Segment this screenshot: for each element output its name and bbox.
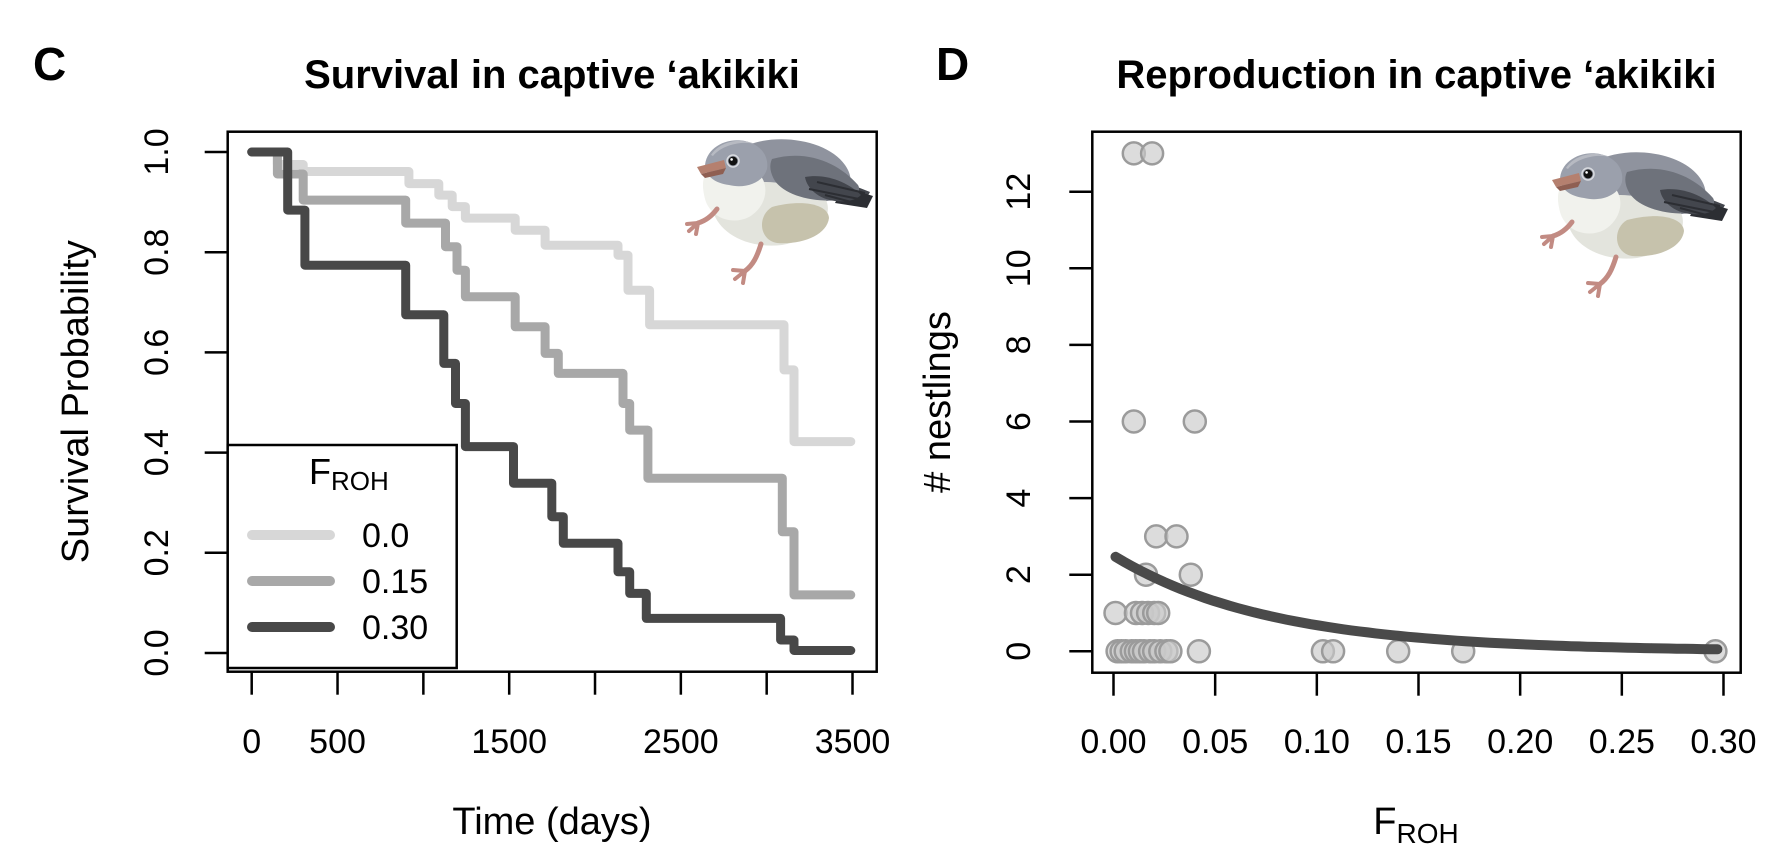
km-curve-FROH-0.15 <box>247 147 856 600</box>
km-curve-FROH-0.0 <box>247 147 856 447</box>
panel-d-xaxis-label: FROH <box>1373 801 1458 849</box>
panel-c-title: Survival in captive ‘akikiki <box>304 53 800 97</box>
legend-label: 0.0 <box>362 517 409 555</box>
bird-wing-streaks <box>1663 194 1721 217</box>
y-axis-tick-label: 0.2 <box>138 529 176 576</box>
bird-flank <box>761 203 829 244</box>
bird-beak <box>697 160 726 174</box>
x-axis-tick-label: 0.15 <box>1385 723 1451 761</box>
akikiki-bird-illustration-panel-d <box>1540 152 1728 298</box>
x-axis-tick-label: 3500 <box>815 723 891 761</box>
x-axis-tick-label: 0.20 <box>1487 723 1553 761</box>
bird-eye-highlight <box>1585 171 1588 174</box>
bird-rear-toes <box>1586 281 1602 298</box>
bird-rear-leg <box>1597 254 1619 287</box>
bird-eye <box>728 156 738 166</box>
panel-d-plot-box <box>1091 130 1742 674</box>
scatter-point <box>1178 562 1204 587</box>
y-axis-tick-label: 6 <box>1000 412 1038 431</box>
bird-front-toes <box>685 221 700 236</box>
scatter-point <box>1103 600 1128 626</box>
x-axis-tick-label: 1500 <box>471 723 547 761</box>
y-axis-tick-label: 2 <box>1000 565 1038 584</box>
bird-eye-ring <box>1581 167 1595 181</box>
bird-front-toes <box>1540 234 1555 249</box>
panel-d-reproduction: 0.00 0.05 0.10 0.15 0.20 0.25 0.30 0 2 4 6 8 10 12 FRO… <box>917 38 1757 849</box>
panel-c-letter: C <box>33 38 66 90</box>
bird-beak-lower <box>701 168 726 178</box>
bird-eye <box>1583 169 1593 179</box>
scatter-point <box>1158 639 1183 664</box>
bird-crown <box>711 140 755 156</box>
bird-wing-streaks <box>808 181 866 204</box>
scatter-point <box>1385 639 1411 664</box>
scatter-point <box>1320 639 1346 664</box>
legend-label: 0.15 <box>362 563 428 601</box>
x-axis-tick-label: 0.30 <box>1690 723 1756 761</box>
y-axis-tick-label: 0.4 <box>138 429 176 476</box>
panel-d-yaxis-label: # nestlings <box>917 311 959 493</box>
y-axis-tick-label: 10 <box>1000 249 1038 287</box>
fit-curve <box>1110 551 1723 655</box>
legend-label: 0.30 <box>362 609 428 647</box>
km-curve-FROH-0.30 <box>247 147 856 655</box>
panel-c-yaxis-label: Survival Probability <box>55 240 97 563</box>
bird-rear-toes <box>731 268 747 285</box>
x-axis-tick-label: 0.25 <box>1589 723 1655 761</box>
legend-box: FROH 0.0 0.15 0.30 <box>226 443 458 670</box>
legend-title: FROH <box>309 451 389 496</box>
panel-c-survival: 0 500 1500 2500 3500 0.0 0.2 0.4 0.6 0.8 1.0 Time (… <box>33 38 890 843</box>
y-axis-tick-label: 0.0 <box>138 629 176 676</box>
scatter-point <box>1164 524 1189 549</box>
y-axis-tick-label: 0 <box>1000 642 1038 661</box>
panel-d-letter: D <box>936 38 969 90</box>
bird-front-leg <box>695 206 720 226</box>
y-axis-tick-label: 0.8 <box>138 229 176 276</box>
panel-c-plot-box <box>226 130 878 673</box>
y-axis-tick-label: 12 <box>1000 173 1038 211</box>
bird-flank <box>1616 216 1684 257</box>
x-axis-tick-label: 0.10 <box>1284 723 1350 761</box>
x-axis-tick-label: 0.05 <box>1182 723 1248 761</box>
bird-eye-highlight <box>730 158 733 161</box>
bird-beak <box>1552 173 1581 187</box>
scatter-point <box>1145 600 1171 626</box>
y-axis-tick-label: 1.0 <box>138 128 176 175</box>
y-axis-tick-label: 0.6 <box>138 329 176 376</box>
panel-d-title: Reproduction in captive ‘akikiki <box>1116 53 1716 97</box>
akikiki-bird-illustration-panel-c <box>685 139 873 285</box>
scatter-point <box>1186 639 1212 664</box>
scatter-point <box>1182 409 1208 434</box>
scatter-point <box>1139 141 1165 166</box>
panel-c-xaxis-label: Time (days) <box>452 801 651 843</box>
y-axis-tick-label: 4 <box>1000 489 1038 508</box>
bird-front-leg <box>1550 219 1575 239</box>
scatter-point <box>1143 524 1169 549</box>
x-axis-tick-label: 500 <box>309 723 366 761</box>
km-curves <box>247 147 856 655</box>
bird-beak-lower <box>1556 181 1581 191</box>
x-axis-tick-label: 0.00 <box>1080 723 1146 761</box>
x-axis-tick-label: 2500 <box>643 723 719 761</box>
bird-crown <box>1566 153 1610 169</box>
x-axis-tick-label: 0 <box>242 723 261 761</box>
bird-rear-leg <box>742 241 764 274</box>
y-axis-tick-label: 8 <box>1000 335 1038 354</box>
scatter-point <box>1121 409 1147 434</box>
bird-eye-ring <box>726 154 740 168</box>
